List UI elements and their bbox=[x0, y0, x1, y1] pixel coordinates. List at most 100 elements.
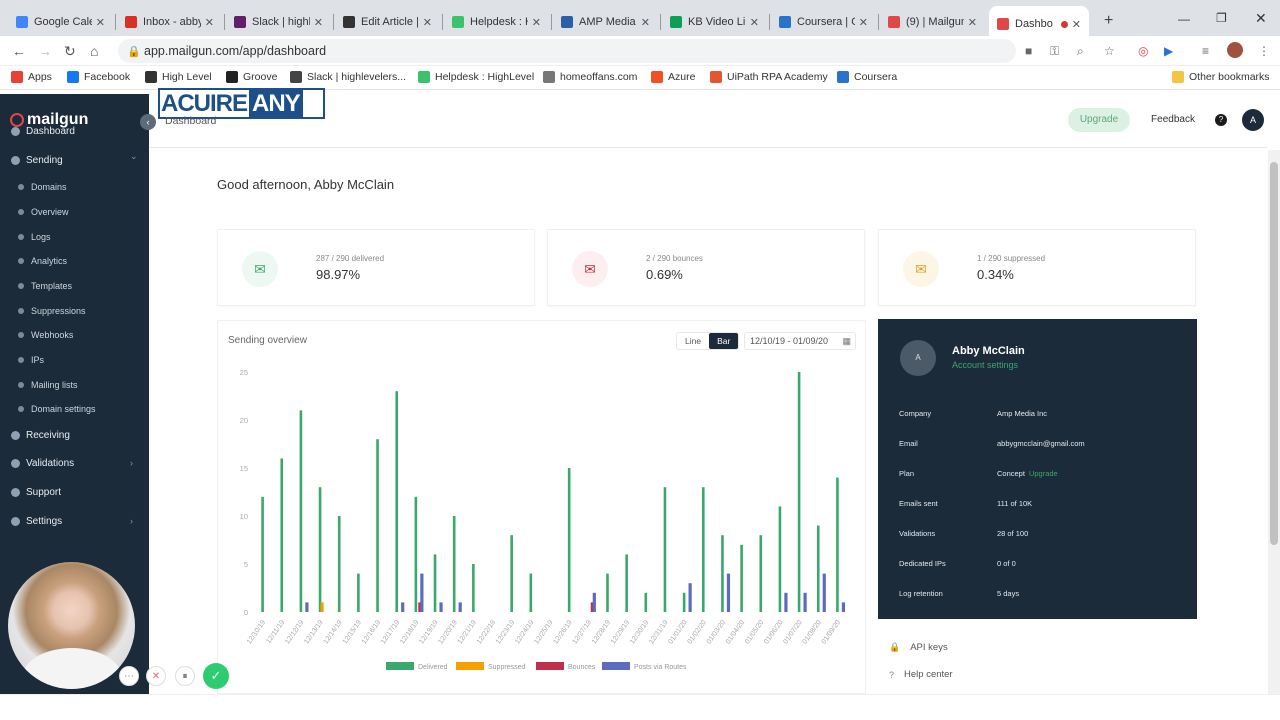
close-tab-icon[interactable]: ✕ bbox=[967, 16, 977, 29]
close-tab-icon[interactable]: ✕ bbox=[422, 16, 432, 29]
sidebar-item-support[interactable]: Support bbox=[11, 487, 61, 498]
close-tab-icon[interactable]: ✕ bbox=[1071, 18, 1081, 31]
bookmark-label: Apps bbox=[28, 71, 52, 83]
reload-icon[interactable]: ↻ bbox=[64, 43, 76, 59]
bookmark[interactable]: Apps bbox=[11, 71, 52, 83]
bar-delivered bbox=[261, 496, 264, 612]
help-icon[interactable]: ? bbox=[1215, 114, 1227, 126]
bookmark[interactable]: UiPath RPA Academy bbox=[710, 71, 828, 83]
date-range-picker[interactable]: 12/10/19 - 01/09/20 ▦ bbox=[744, 332, 856, 350]
bar-delivered bbox=[701, 487, 705, 612]
browser-tab[interactable]: (9) | Mailgun ✕ bbox=[880, 8, 985, 36]
browser-tab[interactable]: KB Video Lin ✕ bbox=[662, 8, 767, 36]
bookmark[interactable]: Coursera bbox=[837, 71, 897, 83]
upgrade-button[interactable]: Upgrade bbox=[1068, 108, 1130, 132]
browser-tab[interactable]: Slack | highle✕ bbox=[226, 8, 331, 36]
bookmarks-bar: Apps Facebook High Level Groove Slack | high… bbox=[0, 66, 1280, 90]
playlist-icon[interactable]: ≡ bbox=[1202, 44, 1210, 58]
key-icon[interactable]: ⚿ bbox=[1050, 44, 1060, 58]
sidebar-item-suppressions[interactable]: Suppressions bbox=[18, 306, 86, 316]
star-icon[interactable]: ☆ bbox=[1104, 44, 1115, 58]
close-tab-icon[interactable]: ✕ bbox=[95, 16, 105, 29]
url-field[interactable]: 🔒 app.mailgun.com/app/dashboard bbox=[118, 39, 1016, 63]
extension-icon[interactable]: ◎ bbox=[1138, 44, 1149, 58]
tab-favicon-icon bbox=[343, 16, 355, 28]
tab-title: Coursera | O bbox=[797, 16, 855, 28]
browser-tab[interactable]: Google Cale ✕ bbox=[8, 8, 113, 36]
bookmark[interactable]: Slack | highlevelers... bbox=[290, 71, 406, 83]
pause-recording-icon[interactable]: ⏸ bbox=[175, 666, 195, 686]
bookmark[interactable]: Facebook bbox=[67, 71, 130, 83]
sidebar-item-mailing-lists[interactable]: Mailing lists bbox=[18, 380, 78, 390]
chevron-right-icon[interactable]: › bbox=[130, 458, 133, 468]
collapse-sidebar-icon[interactable]: ‹ bbox=[140, 114, 156, 130]
close-window-icon[interactable]: ✕ bbox=[1255, 10, 1267, 26]
chevron-down-icon[interactable]: ⌄ bbox=[130, 151, 138, 161]
cancel-recording-icon[interactable]: ✕ bbox=[146, 666, 166, 686]
sidebar-item-settings[interactable]: Settings bbox=[11, 516, 62, 527]
account-row-value-text: 0 of 0 bbox=[997, 559, 1016, 568]
scrollbar-thumb[interactable] bbox=[1270, 162, 1278, 545]
account-row-value-text: 5 days bbox=[997, 589, 1020, 598]
sidebar-item-analytics[interactable]: Analytics bbox=[18, 256, 67, 266]
bookmark[interactable]: Azure bbox=[651, 71, 695, 83]
bookmark[interactable]: Other bookmarks bbox=[1172, 71, 1270, 83]
minimize-icon[interactable]: — bbox=[1178, 12, 1190, 26]
close-tab-icon[interactable]: ✕ bbox=[204, 16, 214, 29]
nav-icon bbox=[11, 156, 20, 165]
zoom-icon[interactable]: ⌕ bbox=[1077, 44, 1084, 58]
browser-tab[interactable]: Helpdesk : H ✕ bbox=[444, 8, 549, 36]
account-row-value: 0 of 0 bbox=[997, 559, 1016, 568]
close-tab-icon[interactable]: ✕ bbox=[640, 16, 650, 29]
profile-icon[interactable] bbox=[1227, 42, 1243, 58]
bookmark[interactable]: homeoffans.com bbox=[543, 71, 637, 83]
account-settings-link[interactable]: Account settings bbox=[952, 360, 1019, 370]
tab-separator bbox=[333, 14, 334, 30]
plan-upgrade-link[interactable]: Upgrade bbox=[1028, 469, 1058, 478]
user-avatar[interactable]: A bbox=[1242, 109, 1264, 131]
back-icon[interactable]: ← bbox=[12, 43, 26, 59]
bookmark[interactable]: Groove bbox=[226, 71, 277, 83]
sidebar-item-domain-settings[interactable]: Domain settings bbox=[18, 404, 96, 414]
close-tab-icon[interactable]: ✕ bbox=[858, 16, 868, 29]
feedback-button[interactable]: Feedback bbox=[1151, 114, 1195, 125]
close-tab-icon[interactable]: ✕ bbox=[313, 16, 323, 29]
new-tab-button[interactable]: + bbox=[1104, 12, 1114, 29]
restore-icon[interactable]: ❐ bbox=[1216, 11, 1227, 25]
sidebar-item-domains[interactable]: Domains bbox=[18, 182, 67, 192]
sidebar-item-sending[interactable]: Sending bbox=[11, 155, 63, 166]
bar-delivered bbox=[567, 468, 571, 612]
sidebar-item-ips[interactable]: IPs bbox=[18, 355, 44, 365]
sidebar-item-dashboard[interactable]: Dashboard bbox=[11, 126, 75, 137]
close-tab-icon[interactable]: ✕ bbox=[749, 16, 759, 29]
browser-tab[interactable]: Edit Article | ✕ bbox=[335, 8, 440, 36]
toggle-bar[interactable]: Bar bbox=[709, 333, 739, 349]
home-icon[interactable]: ⌂ bbox=[90, 43, 99, 59]
browser-tab[interactable]: AMP Media ✕ bbox=[553, 8, 658, 36]
close-tab-icon[interactable]: ✕ bbox=[531, 16, 541, 29]
more-options-icon[interactable]: ⋯ bbox=[119, 666, 139, 686]
chevron-right-icon[interactable]: › bbox=[130, 516, 133, 526]
sidebar-item-overview[interactable]: Overview bbox=[18, 207, 69, 217]
bookmark[interactable]: High Level bbox=[145, 71, 212, 83]
finish-recording-icon[interactable]: ✓ bbox=[203, 663, 229, 689]
sidebar-item-templates[interactable]: Templates bbox=[18, 281, 72, 291]
sidebar-item-logs[interactable]: Logs bbox=[18, 232, 51, 242]
browser-tab[interactable]: Coursera | O ✕ bbox=[771, 8, 876, 36]
forward-icon[interactable]: → bbox=[38, 43, 52, 59]
sidebar-item-validations[interactable]: Validations bbox=[11, 458, 74, 469]
sidebar-item-receiving[interactable]: Receiving bbox=[11, 430, 70, 441]
toggle-line[interactable]: Line bbox=[685, 336, 702, 346]
bar-delivered bbox=[357, 573, 360, 612]
play-extension-icon[interactable]: ▶ bbox=[1164, 44, 1174, 58]
link-api-keys[interactable]: 🔒 API keys bbox=[889, 642, 948, 653]
account-row-value: abbygmcclain@gmail.com bbox=[997, 439, 1085, 448]
bookmark[interactable]: Helpdesk : HighLevel bbox=[418, 71, 534, 83]
account-card: A Abby McClain Account settings Company A… bbox=[878, 319, 1197, 619]
link-help-center[interactable]: ? Help center bbox=[889, 669, 953, 680]
mailgun-logo[interactable]: mailgun bbox=[10, 111, 88, 129]
camera-icon[interactable]: ■ bbox=[1025, 44, 1033, 58]
menu-icon[interactable]: ⋮ bbox=[1258, 44, 1270, 58]
browser-tab[interactable]: Inbox - abby ✕ bbox=[117, 8, 222, 36]
sidebar-item-webhooks[interactable]: Webhooks bbox=[18, 330, 73, 340]
